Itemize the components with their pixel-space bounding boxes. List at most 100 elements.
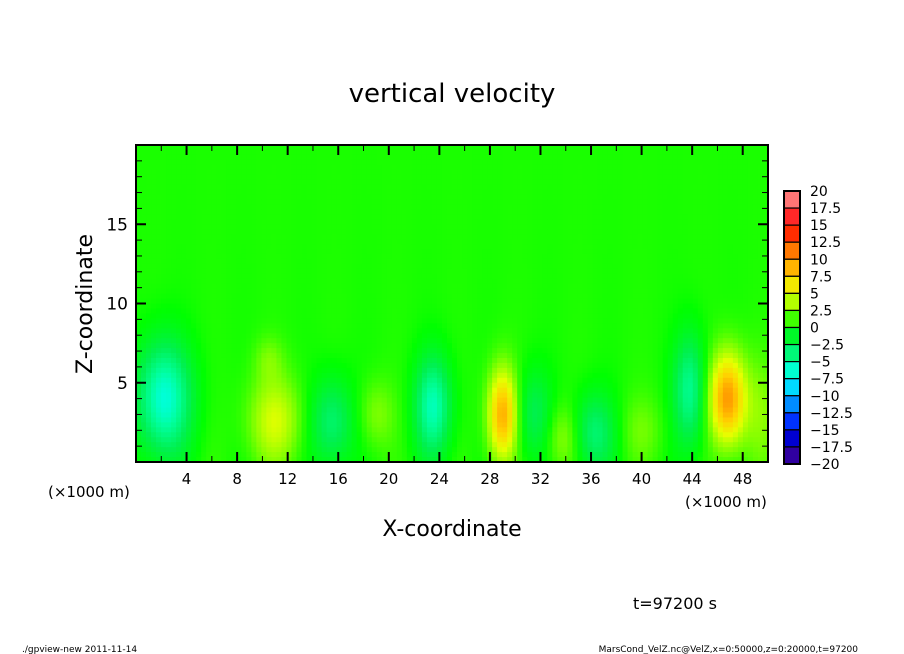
heatmap-cell: [421, 258, 428, 265]
heatmap-cell: [191, 353, 197, 359]
heatmap-cell: [381, 313, 388, 319]
heatmap-cell: [371, 194, 378, 201]
heatmap-cell: [276, 362, 283, 369]
heatmap-cell: [176, 303, 182, 310]
heatmap-cell: [151, 273, 157, 280]
heatmap-cell: [381, 189, 388, 196]
heatmap-cell: [266, 258, 273, 265]
heatmap-cell: [356, 343, 363, 349]
heatmap-cell: [276, 372, 283, 379]
heatmap-cell: [482, 348, 488, 354]
heatmap-cell: [271, 437, 278, 443]
heatmap-cell: [326, 328, 333, 334]
heatmap-cell: [216, 189, 222, 196]
heatmap-cell: [482, 377, 488, 384]
heatmap-cell: [356, 224, 363, 230]
heatmap-cell: [191, 258, 197, 265]
heatmap-cell: [472, 298, 478, 305]
heatmap-cell: [136, 333, 142, 339]
heatmap-cell: [201, 328, 207, 334]
heatmap-cell: [452, 353, 458, 359]
heatmap-cell: [166, 189, 172, 196]
heatmap-cell: [171, 273, 177, 280]
heatmap-cell: [396, 258, 403, 265]
heatmap-cell: [136, 288, 142, 295]
heatmap-cell: [462, 189, 468, 196]
heatmap-cell: [376, 407, 383, 414]
heatmap-cell: [231, 402, 237, 409]
heatmap-cell: [321, 229, 328, 235]
heatmap-cell: [507, 382, 513, 389]
heatmap-cell: [502, 427, 508, 433]
heatmap-cell: [316, 338, 323, 344]
heatmap-cell: [431, 422, 438, 428]
heatmap-cell: [386, 278, 393, 285]
heatmap-cell: [426, 348, 433, 354]
heatmap-cell: [441, 308, 448, 315]
heatmap-cell: [156, 258, 162, 265]
heatmap-cell: [166, 253, 172, 260]
heatmap-cell: [246, 204, 252, 210]
heatmap-cell: [361, 179, 368, 186]
heatmap-cell: [386, 249, 393, 255]
heatmap-cell: [512, 214, 518, 220]
heatmap-cell: [216, 318, 222, 324]
heatmap-cell: [316, 313, 323, 319]
heatmap-cell: [441, 278, 448, 285]
heatmap-cell: [136, 293, 142, 300]
heatmap-cell: [326, 357, 333, 364]
heatmap-cell: [467, 253, 473, 260]
heatmap-cell: [421, 273, 428, 280]
heatmap-cell: [276, 268, 283, 275]
heatmap-cell: [306, 268, 313, 275]
heatmap-cell: [421, 149, 428, 156]
heatmap-cell: [512, 224, 518, 230]
heatmap-cell: [497, 263, 503, 270]
heatmap-cell: [201, 293, 207, 300]
heatmap-cell: [221, 377, 227, 384]
heatmap-cell: [457, 253, 463, 260]
heatmap-cell: [176, 323, 182, 329]
heatmap-cell: [146, 169, 152, 176]
heatmap-cell: [356, 367, 363, 374]
heatmap-cell: [401, 199, 408, 206]
heatmap-cell: [271, 412, 278, 419]
heatmap-cell: [381, 422, 388, 428]
heatmap-cell: [406, 273, 413, 280]
heatmap-cell: [316, 343, 323, 349]
heatmap-cell: [261, 184, 268, 191]
heatmap-cell: [156, 338, 162, 344]
heatmap-cell: [467, 229, 473, 235]
heatmap-cell: [472, 229, 478, 235]
heatmap-cell: [416, 367, 423, 374]
heatmap-cell: [171, 249, 177, 255]
heatmap-cell: [376, 382, 383, 389]
heatmap-cell: [266, 303, 273, 310]
heatmap-cell: [507, 377, 513, 384]
heatmap-cell: [286, 348, 293, 354]
heatmap-cell: [321, 362, 328, 369]
heatmap-cell: [446, 328, 453, 334]
heatmap-cell: [356, 298, 363, 305]
heatmap-cell: [381, 199, 388, 206]
heatmap-cell: [251, 333, 257, 339]
heatmap-cell: [497, 154, 503, 161]
heatmap-cell: [176, 288, 182, 295]
heatmap-cell: [421, 362, 428, 369]
heatmap-cell: [381, 407, 388, 414]
heatmap-cell: [331, 194, 338, 201]
heatmap-cell: [376, 308, 383, 315]
heatmap-cell: [176, 149, 182, 156]
heatmap-cell: [331, 367, 338, 374]
heatmap-cell: [426, 179, 433, 186]
heatmap-cell: [366, 278, 373, 285]
heatmap-cell: [201, 318, 207, 324]
heatmap-cell: [431, 253, 438, 260]
heatmap-cell: [176, 194, 182, 201]
heatmap-cell: [436, 219, 443, 225]
heatmap-cell: [341, 397, 348, 404]
heatmap-cell: [351, 229, 358, 235]
heatmap-cell: [411, 437, 418, 443]
heatmap-cell: [166, 164, 172, 171]
heatmap-cell: [191, 184, 197, 191]
